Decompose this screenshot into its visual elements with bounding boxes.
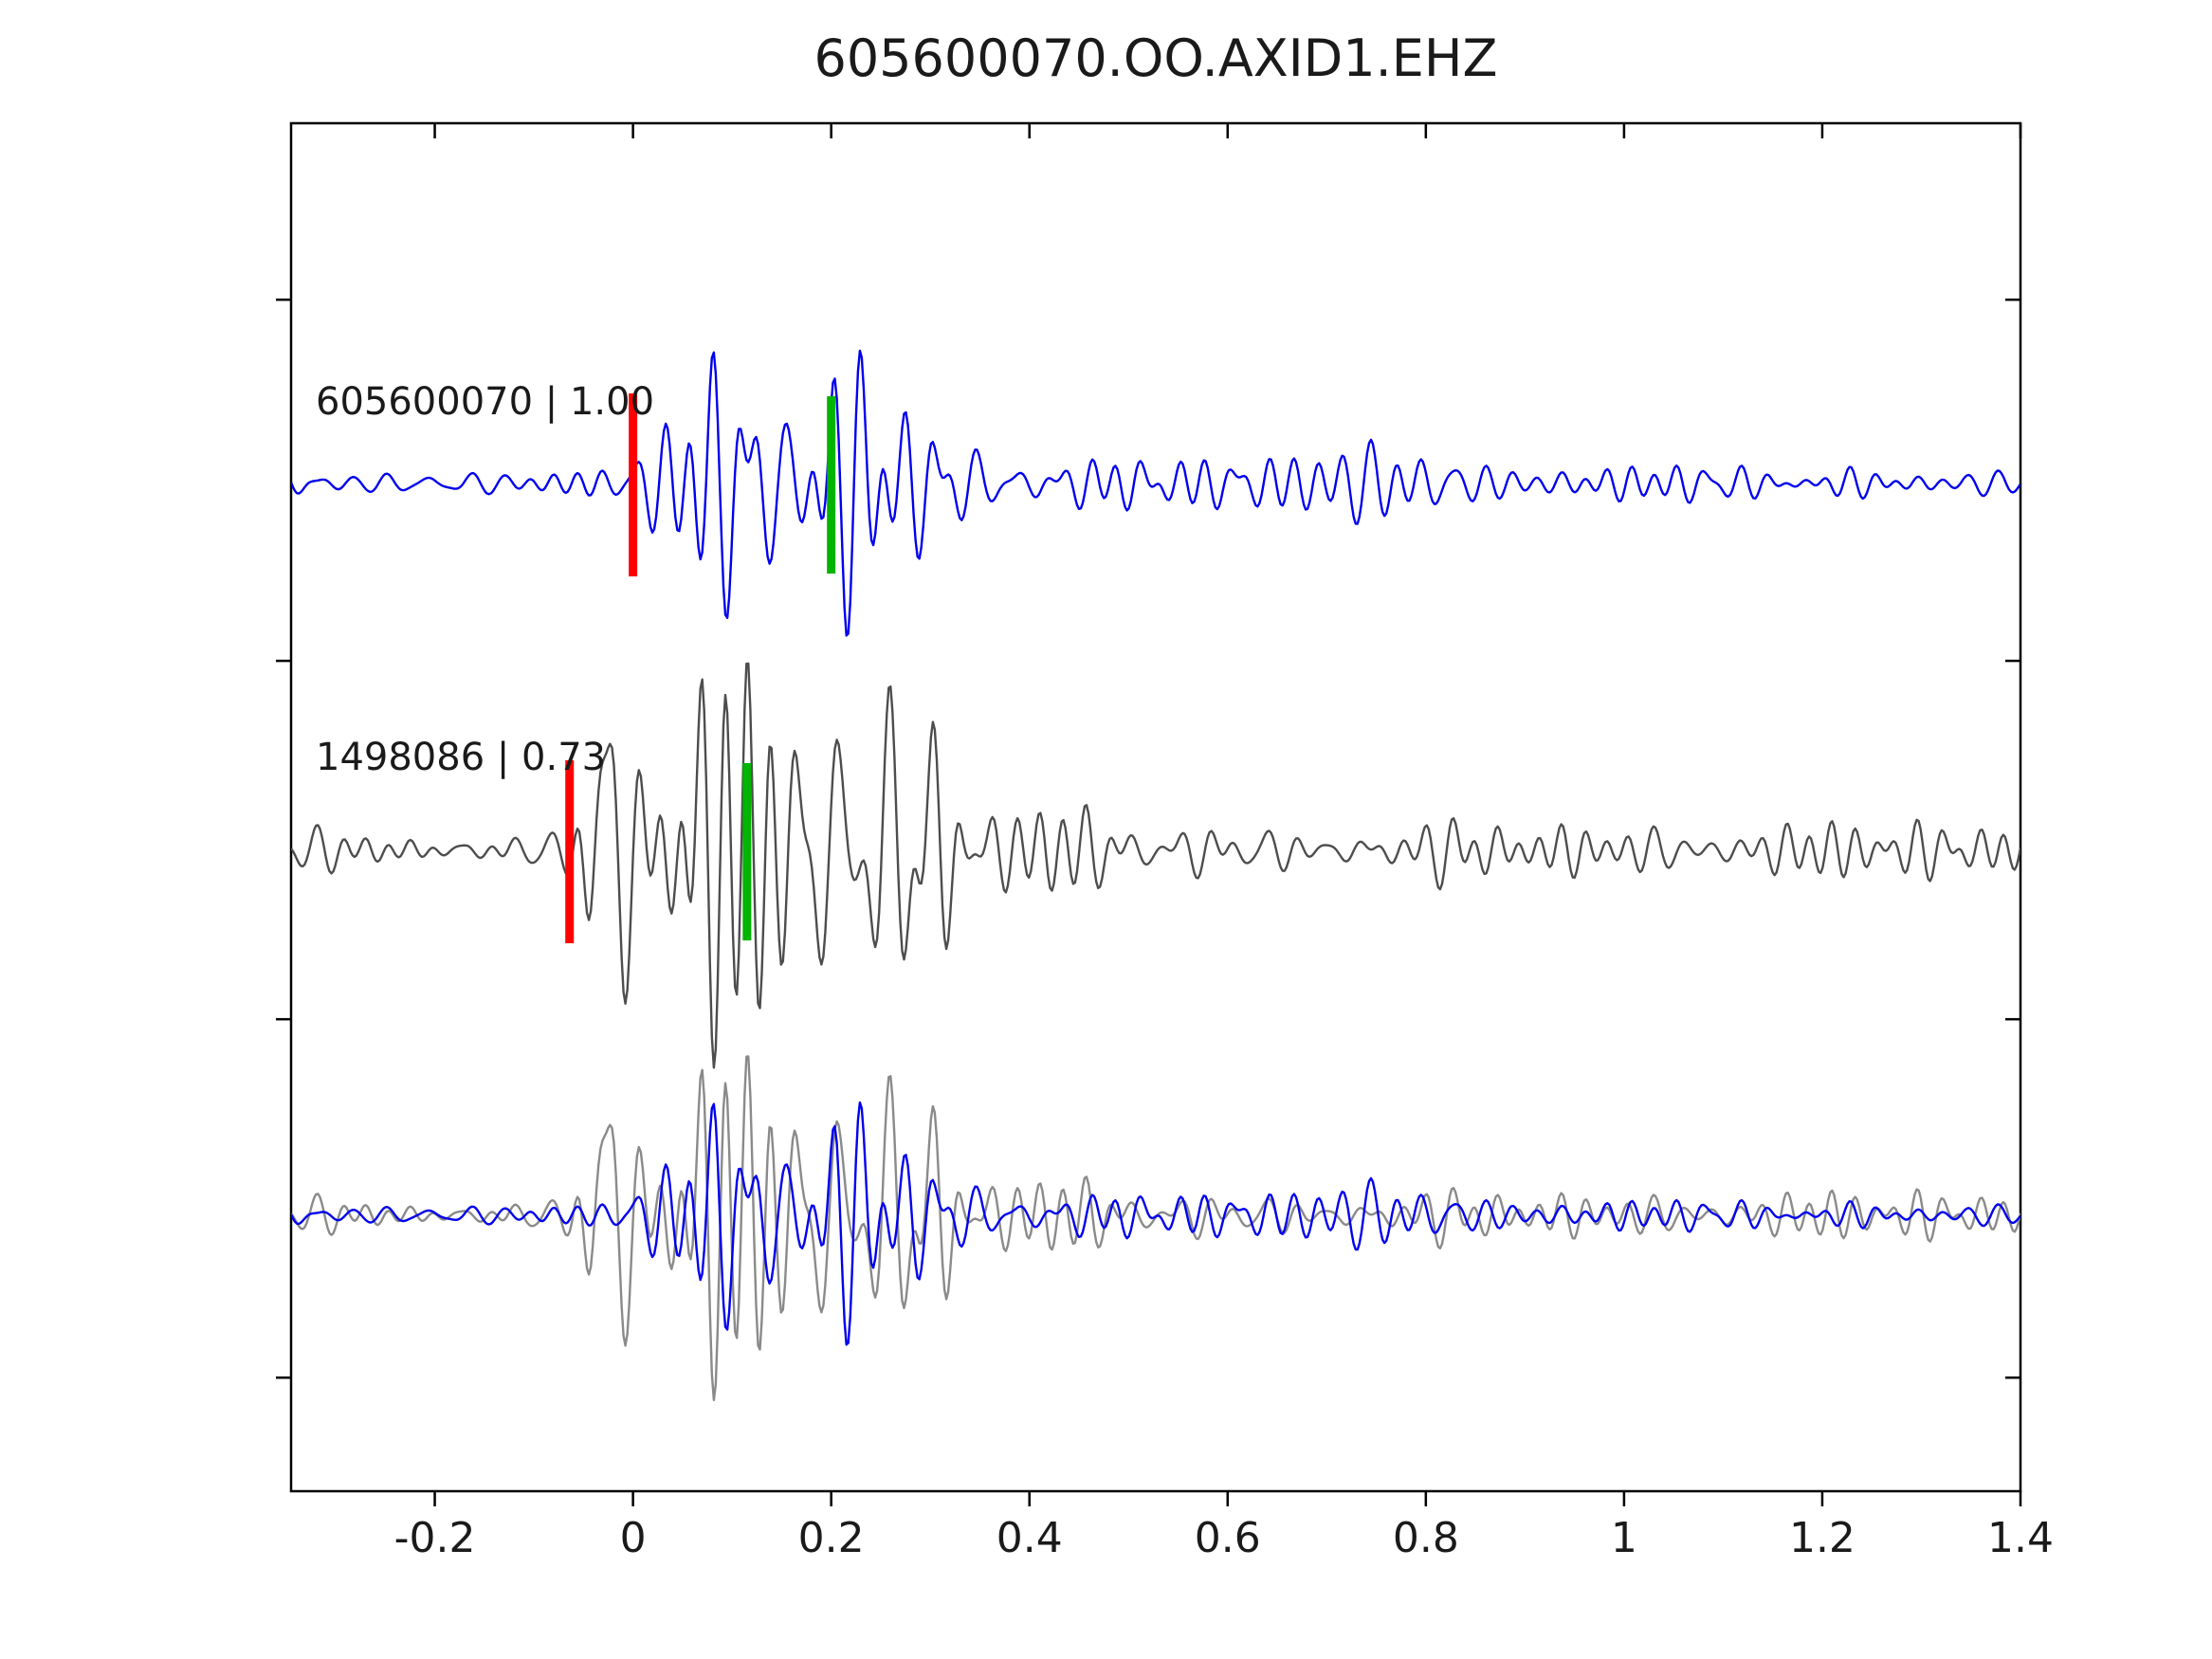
x-tick-label: 1 <box>1611 1514 1637 1562</box>
pick-markers <box>565 393 836 943</box>
trace-label-template: 605600070 | 1.00 <box>316 380 654 424</box>
x-tick-label: 0.2 <box>798 1514 865 1562</box>
overlay-match-waveform <box>291 1055 2020 1401</box>
trace-label-match: 1498086 | 0.73 <box>316 736 606 779</box>
overlay-template-waveform <box>291 1101 2020 1346</box>
waveform-traces <box>291 349 2020 1401</box>
x-tick-label: 1.4 <box>1987 1514 2054 1562</box>
template-waveform <box>291 349 2020 637</box>
x-tick-label: 0.4 <box>996 1514 1063 1562</box>
chart-title: 605600070.OO.AXID1.EHZ <box>814 28 1497 88</box>
x-tick-label: 0.8 <box>1393 1514 1459 1562</box>
trace-labels: 605600070 | 1.00 1498086 | 0.73 <box>316 380 654 779</box>
x-tick-label: 0 <box>620 1514 647 1562</box>
axes: -0.2 0 0.2 0.4 0.6 0.8 1 1.2 1.4 <box>276 121 2054 1562</box>
x-tick-label: -0.2 <box>394 1514 476 1562</box>
x-tick-label: 0.6 <box>1195 1514 1261 1562</box>
plot-border <box>289 121 2022 1493</box>
x-tick-label: 1.2 <box>1789 1514 1856 1562</box>
match-waveform <box>291 662 2020 1069</box>
